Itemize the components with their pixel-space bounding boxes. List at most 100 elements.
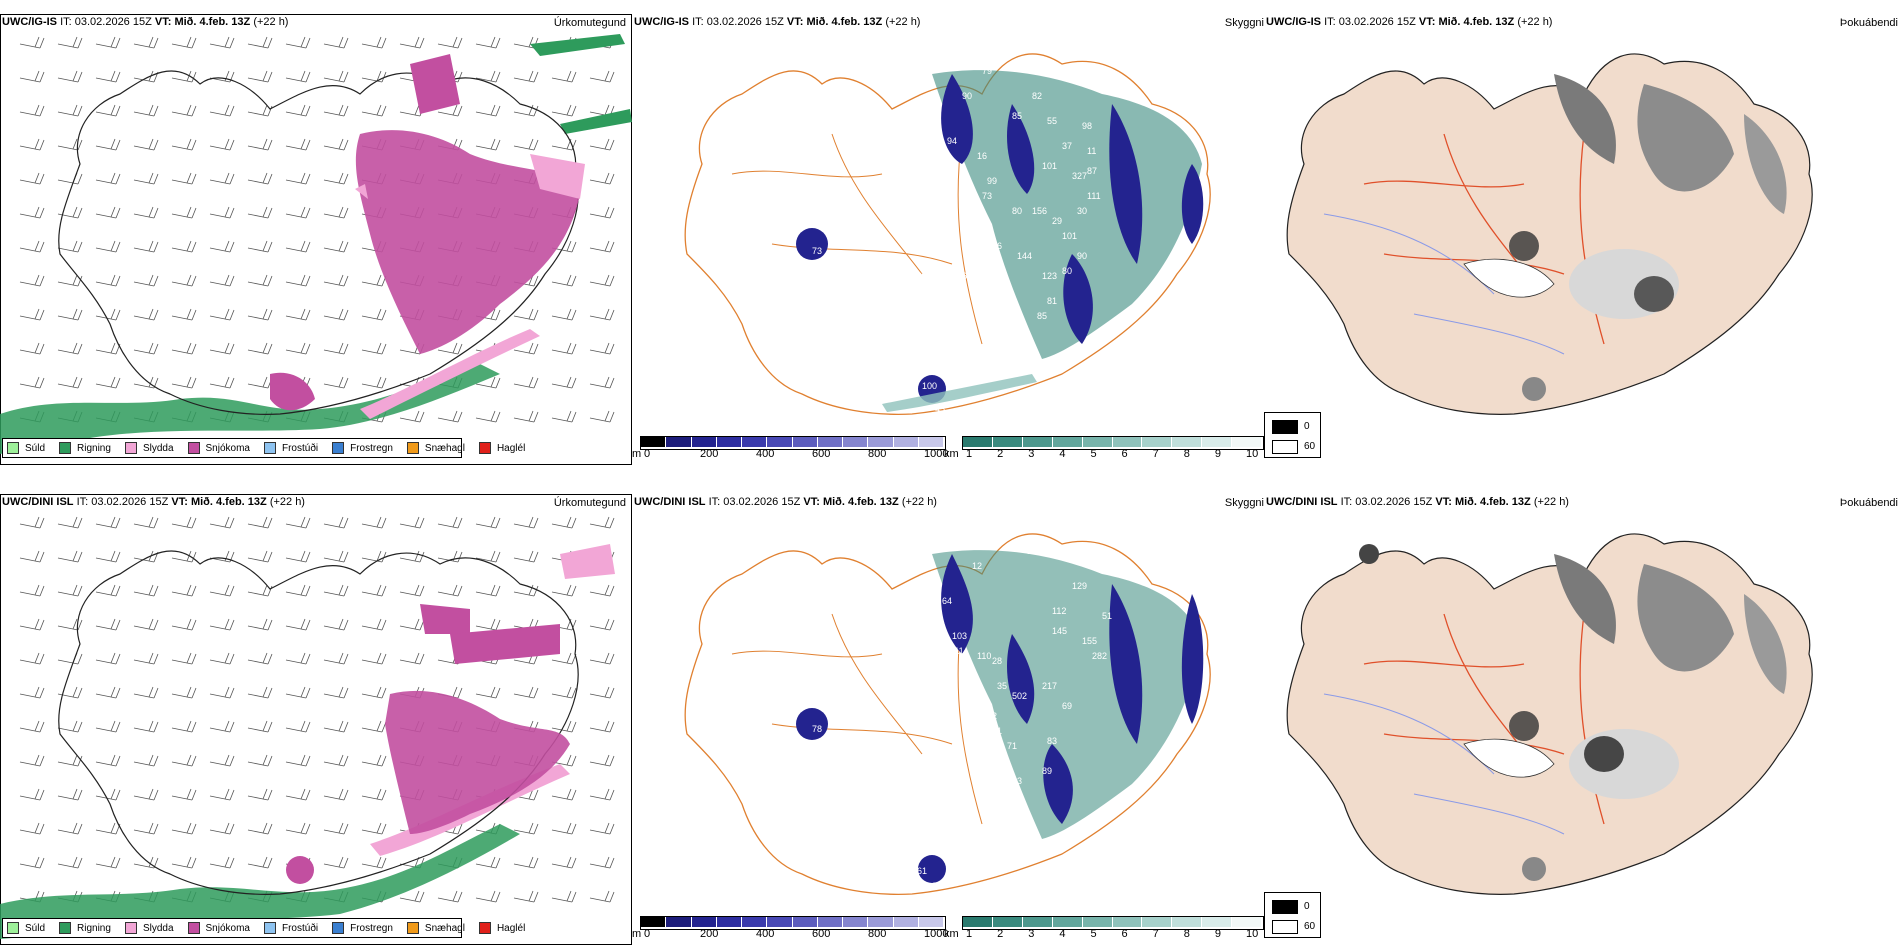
visibility-tick-label: 9: [1214, 928, 1221, 940]
wind-barb: [57, 376, 83, 389]
colorbar-segment: [792, 437, 818, 447]
elevation-tick-label: 800: [868, 928, 887, 940]
wind-barb: [361, 720, 387, 733]
colorbar-segment: [641, 437, 667, 447]
visibility-value-label: 99: [987, 176, 997, 186]
visibility-value-label: 61: [917, 866, 927, 876]
wind-barb: [437, 342, 463, 355]
wind-barb: [551, 70, 577, 83]
wind-barb: [285, 788, 311, 801]
colorbar-segment: [666, 437, 692, 447]
fog-panel-2: UWC/DINI ISL IT: 03.02.2026 15Z VT: Mið.…: [1264, 494, 1900, 945]
wind-barb: [19, 138, 45, 151]
wind-barb: [323, 274, 349, 287]
visibility-tick-label: 2: [997, 448, 1004, 460]
wind-barb: [133, 206, 159, 219]
colorbar-segment: [792, 917, 818, 927]
wind-barb: [209, 342, 235, 355]
visibility-ticks-1: 1 2 3 4 5 6 7 8 9 10: [962, 448, 1262, 462]
elevation-tick-label: 1000: [924, 928, 949, 940]
wind-barb: [247, 856, 273, 869]
wind-barb: [513, 104, 539, 117]
legend-item: Súld: [7, 442, 45, 454]
elevation-tick-label: 400: [756, 928, 775, 940]
wind-barb: [171, 584, 197, 597]
wind-barb: [19, 172, 45, 185]
visibility-tick-label: 6: [1121, 448, 1128, 460]
wind-barb: [57, 342, 83, 355]
wind-barb: [399, 652, 425, 665]
colorbar-segment: [767, 917, 793, 927]
colorbar-segment: [893, 917, 919, 927]
visibility-tick-label: 4: [1059, 928, 1066, 940]
wind-barb: [171, 104, 197, 117]
visibility-value-label: 87: [1087, 166, 1097, 176]
fog-legend-label-0-2: 0: [1304, 901, 1310, 912]
wind-barb: [285, 274, 311, 287]
colorbar-segment: [1202, 917, 1233, 927]
elevation-tick-label: 800: [868, 448, 887, 460]
wind-barb: [57, 788, 83, 801]
wind-barb: [323, 686, 349, 699]
fog-map-2: [1286, 533, 1813, 895]
wind-barb: [133, 720, 159, 733]
fog-legend-label-0-1: 0: [1304, 421, 1310, 432]
fog-legend-swatch-light-1: [1272, 440, 1298, 454]
wind-barb: [171, 618, 197, 631]
elevation-tick-label: 200: [700, 448, 719, 460]
wind-barb: [209, 720, 235, 733]
visibility-tick-label: 8: [1183, 928, 1190, 940]
wind-barb: [95, 652, 121, 665]
panel-header-4: UWC/DINI ISL IT: 03.02.2026 15Z VT: Mið.…: [2, 496, 305, 508]
wind-barb: [247, 822, 273, 835]
panel-header-6: UWC/DINI ISL IT: 03.02.2026 15Z VT: Mið.…: [1266, 496, 1569, 508]
visibility-value-label: 80: [1062, 266, 1072, 276]
wind-barb: [57, 822, 83, 835]
wind-barb: [247, 342, 273, 355]
visibility-tick-label: 8: [1183, 448, 1190, 460]
visibility-value-label: 129: [1072, 581, 1087, 591]
elevation-tick-label: 200: [700, 928, 719, 940]
wind-barb: [399, 890, 425, 903]
wind-barb: [209, 206, 235, 219]
wind-barb: [171, 36, 197, 49]
wind-barb: [323, 584, 349, 597]
wind-barb: [551, 376, 577, 389]
colorbar-segment: [1112, 917, 1143, 927]
wind-barb: [285, 206, 311, 219]
row2: UWC/DINI ISL IT: 03.02.2026 15Z VT: Mið.…: [0, 480, 1900, 950]
wind-barb: [513, 410, 539, 423]
wind-barb: [285, 720, 311, 733]
visibility-value-label: 94: [947, 136, 957, 146]
visibility-tick-label: 6: [1121, 928, 1128, 940]
wind-barb: [57, 240, 83, 253]
wind-barb: [323, 550, 349, 563]
visibility-value-label: 55: [1047, 116, 1057, 126]
wind-barb: [589, 516, 615, 529]
visibility-tick-label: 1: [966, 448, 973, 460]
wind-barb: [437, 104, 463, 117]
wind-barb: [437, 890, 463, 903]
visibility-tick-label: 1: [966, 928, 973, 940]
wind-barb: [247, 686, 273, 699]
wind-barb: [171, 240, 197, 253]
wind-barb: [247, 138, 273, 151]
colorbar-segment: [918, 437, 944, 447]
wind-barb: [589, 308, 615, 321]
wind-barb: [323, 754, 349, 767]
wind-barb: [57, 618, 83, 631]
visibility-panel-2: 193 12 64 129 76 112 145 51 103 111 110 28 155 282 35 2…: [632, 494, 1264, 945]
wind-barb: [19, 70, 45, 83]
elevation-ticks-2: 0 200 400 600 800 1000: [640, 928, 948, 942]
panel-title-visibility-2: Skyggni: [1224, 497, 1264, 509]
wind-barb: [513, 686, 539, 699]
wind-barb: [133, 274, 159, 287]
wind-barb: [57, 720, 83, 733]
wind-barb: [589, 410, 615, 423]
wind-barb: [133, 686, 159, 699]
legend-item: Haglél: [478, 442, 525, 454]
wind-barb: [513, 308, 539, 321]
visibility-tick-label: 2: [997, 928, 1004, 940]
wind-barb: [323, 822, 349, 835]
